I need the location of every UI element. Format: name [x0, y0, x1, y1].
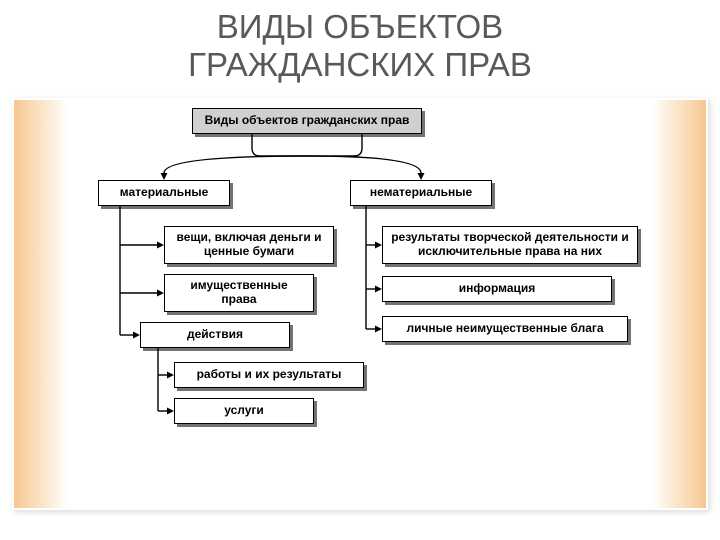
diagram-canvas: Виды объектов гражданских правматериальн… — [12, 98, 708, 510]
slide-title: ВИДЫ ОБЪЕКТОВ ГРАЖДАНСКИХ ПРАВ — [0, 8, 720, 84]
slide-title-line1: ВИДЫ ОБЪЕКТОВ — [217, 8, 503, 45]
diagram-connectors — [12, 98, 708, 510]
slide-title-line2: ГРАЖДАНСКИХ ПРАВ — [188, 46, 532, 83]
diagram-frame: Виды объектов гражданских правматериальн… — [12, 98, 708, 510]
